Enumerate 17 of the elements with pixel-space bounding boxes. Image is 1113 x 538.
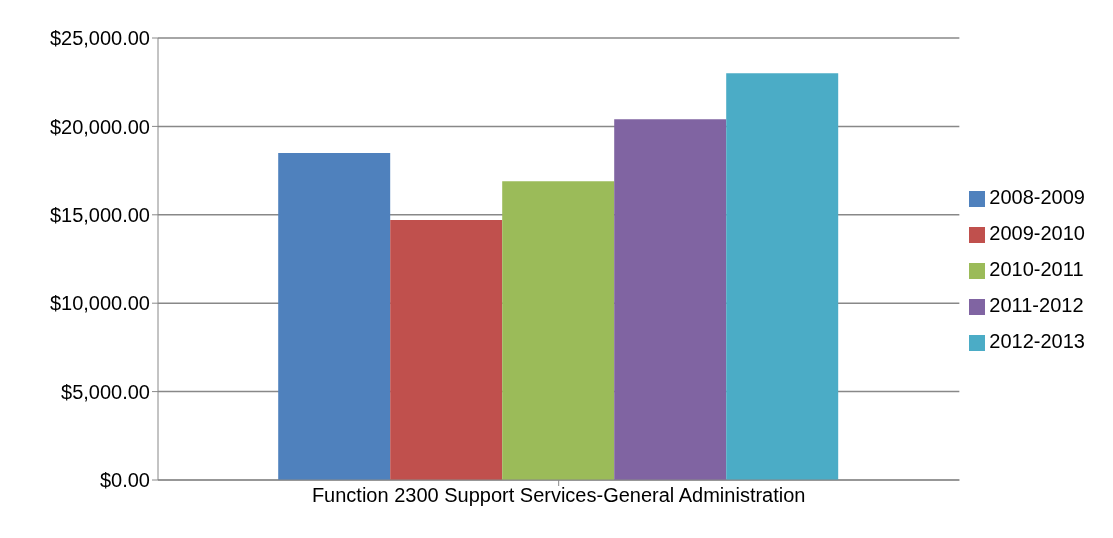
y-tick-label: $20,000.00 (49, 115, 150, 138)
bar (726, 73, 839, 480)
y-tick-label: $25,000.00 (49, 27, 150, 50)
y-tick-label: $0.00 (99, 469, 150, 492)
bar (502, 181, 615, 480)
bar (614, 119, 727, 480)
y-tick-label: $5,000.00 (61, 380, 150, 403)
y-tick-label: $10,000.00 (49, 292, 150, 315)
legend-label: 2008-2009 (989, 186, 1085, 208)
legend-label: 2009-2010 (989, 222, 1085, 244)
y-tick-label: $15,000.00 (49, 203, 150, 226)
legend-label: 2012-2013 (989, 330, 1085, 352)
x-tick-label: Function 2300 Support Services-General Administration (311, 484, 806, 507)
legend-label: 2010-2011 (989, 258, 1084, 280)
legend-label: 2011-2012 (989, 294, 1084, 316)
bar (390, 220, 503, 480)
bar (278, 152, 391, 480)
